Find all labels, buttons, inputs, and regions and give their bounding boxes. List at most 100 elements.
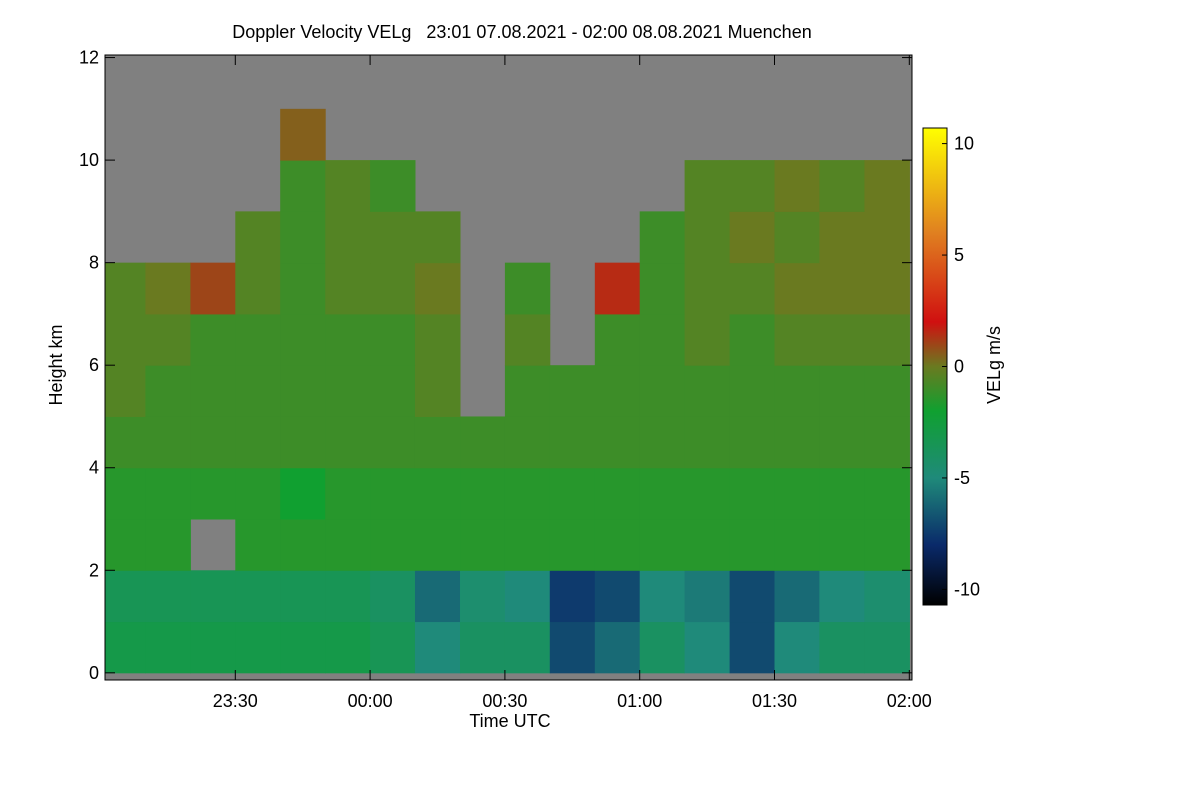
heatmap-cell <box>280 416 326 469</box>
heatmap-cell <box>594 467 641 520</box>
heatmap-cell <box>504 467 551 520</box>
heatmap-cell <box>325 621 371 674</box>
y-tick-label: 2 <box>89 560 99 580</box>
heatmap-cell <box>819 160 865 212</box>
heatmap-cell <box>145 313 191 366</box>
heatmap-cell <box>105 262 146 315</box>
heatmap-cell <box>190 262 236 315</box>
heatmap-cell <box>105 365 146 417</box>
heatmap-cell <box>729 160 776 212</box>
heatmap-cell <box>729 416 776 469</box>
heatmap-cell <box>145 621 191 674</box>
heatmap-cell <box>414 365 461 417</box>
heatmap-cell <box>774 313 820 366</box>
heatmap-cell <box>729 570 776 623</box>
heatmap-cell <box>105 621 146 674</box>
heatmap-cell <box>280 519 326 571</box>
heatmap-cell <box>235 416 281 469</box>
heatmap-cell <box>235 519 281 571</box>
heatmap-cell <box>414 621 461 674</box>
heatmap-cell <box>729 621 776 674</box>
heatmap-cell <box>504 262 551 315</box>
heatmap-cell <box>729 313 776 366</box>
y-tick-label: 12 <box>79 48 99 68</box>
heatmap-cell <box>370 313 416 366</box>
heatmap-cell <box>370 211 416 264</box>
heatmap-cell <box>684 313 731 366</box>
heatmap-cell <box>774 519 820 571</box>
heatmap-cell <box>594 570 641 623</box>
heatmap-cell <box>370 160 416 212</box>
heatmap-cell <box>145 365 191 417</box>
heatmap-cell <box>864 211 910 264</box>
heatmap-cell <box>864 313 910 366</box>
heatmap-cell <box>819 519 865 571</box>
heatmap-cell <box>774 570 820 623</box>
heatmap-cell <box>819 211 865 264</box>
y-axis-label: Height km <box>46 324 66 405</box>
heatmap-cell <box>504 570 551 623</box>
heatmap-cell <box>774 211 820 264</box>
heatmap-cell <box>549 519 596 571</box>
heatmap-cell <box>504 313 551 366</box>
heatmap-cell <box>594 416 641 469</box>
heatmap-cell <box>460 416 506 469</box>
x-tick-label: 23:30 <box>213 691 258 711</box>
heatmap-cell <box>549 416 596 469</box>
heatmap-cell <box>819 621 865 674</box>
heatmap-cell <box>190 313 236 366</box>
heatmap-cell <box>325 313 371 366</box>
heatmap-cell <box>819 262 865 315</box>
heatmap-cell <box>325 570 371 623</box>
y-tick-label: 4 <box>89 458 99 478</box>
heatmap-cell <box>145 416 191 469</box>
x-tick-label: 01:00 <box>617 691 662 711</box>
heatmap-cell <box>105 313 146 366</box>
heatmap-cell <box>370 262 416 315</box>
heatmap-cell <box>370 621 416 674</box>
heatmap-cell <box>729 262 776 315</box>
heatmap-cell <box>864 570 910 623</box>
heatmap-cell <box>280 108 326 161</box>
heatmap-cell <box>145 570 191 623</box>
heatmap-cell <box>639 621 686 674</box>
heatmap-cell <box>684 621 731 674</box>
heatmap-cell <box>460 467 506 520</box>
heatmap-cell <box>639 519 686 571</box>
heatmap-cell <box>819 467 865 520</box>
y-tick-label: 0 <box>89 663 99 683</box>
x-tick-label: 02:00 <box>887 691 932 711</box>
heatmap-cell <box>280 365 326 417</box>
heatmap-cell <box>460 570 506 623</box>
x-tick-label: 01:30 <box>752 691 797 711</box>
heatmap-cell <box>105 570 146 623</box>
heatmap-cell <box>460 621 506 674</box>
heatmap-cell <box>504 621 551 674</box>
x-tick-label: 00:30 <box>482 691 527 711</box>
heatmap-cell <box>684 160 731 212</box>
heatmap-cell <box>819 313 865 366</box>
heatmap-cell <box>414 570 461 623</box>
heatmap-cell <box>235 467 281 520</box>
colorbar-tick-label: 0 <box>954 357 964 377</box>
heatmap-cell <box>414 262 461 315</box>
x-axis-label: Time UTC <box>469 711 550 731</box>
y-tick-label: 8 <box>89 253 99 273</box>
heatmap-cell <box>280 621 326 674</box>
heatmap-cell <box>594 519 641 571</box>
heatmap-cell <box>145 467 191 520</box>
heatmap-cell <box>235 365 281 417</box>
heatmap-cell <box>105 416 146 469</box>
heatmap-cell <box>325 262 371 315</box>
heatmap-cell <box>235 570 281 623</box>
heatmap-cell <box>325 416 371 469</box>
heatmap-cell <box>235 313 281 366</box>
heatmap-cell <box>370 365 416 417</box>
x-tick-label: 00:00 <box>348 691 393 711</box>
heatmap-cell <box>105 467 146 520</box>
heatmap-cell <box>190 365 236 417</box>
heatmap-cell <box>639 570 686 623</box>
heatmap-cell <box>864 160 910 212</box>
heatmap-cell <box>235 211 281 264</box>
